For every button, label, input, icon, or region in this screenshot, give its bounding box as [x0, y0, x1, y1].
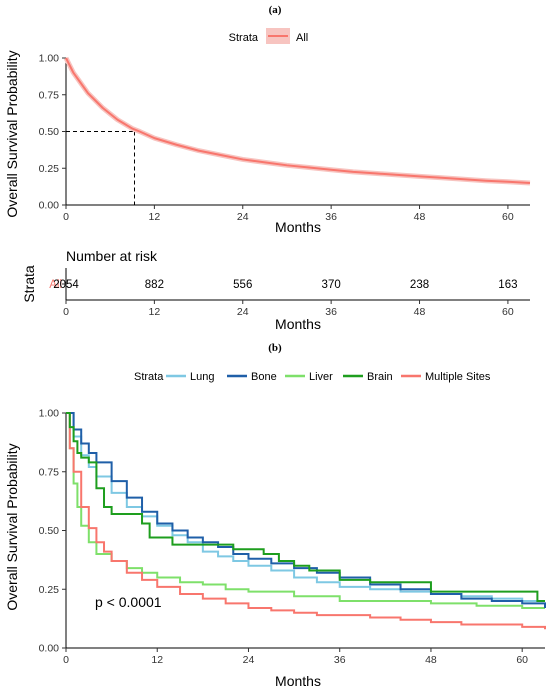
panel-a-x-tick-label: 24 [237, 211, 249, 223]
panel-b-y-tick-label: 0.75 [39, 466, 60, 478]
panel-b-y-tick-label: 0.00 [39, 643, 60, 655]
risk-table-value: 556 [233, 279, 252, 291]
panel-a-legend: Strata All [229, 28, 308, 44]
panel-b-y-tick-label: 0.25 [39, 584, 60, 596]
panel-a-label: (a) [269, 4, 282, 16]
panel-b-legend: Strata Lung Bone Liver Brain Multiple Sites [134, 371, 491, 383]
panel-a-axes: 0 12 24 36 48 60 0.00 0.25 0.50 0.75 1.00 [39, 53, 530, 223]
risk-table-x-tick-label: 48 [414, 306, 426, 318]
panel-b-x-tick-label: 60 [516, 654, 528, 666]
panel-a-y-tick-label: 0.50 [39, 126, 60, 138]
panel-b-series-bone [66, 412, 546, 609]
risk-table-x-tick-label: 24 [237, 306, 249, 318]
panel-a-legend-title: Strata [229, 32, 259, 44]
panel-a-y-tick-label: 0.00 [39, 200, 60, 212]
panel-b-legend-label: Brain [367, 371, 393, 383]
panel-b-x-tick-label: 12 [151, 654, 163, 666]
panel-b-series-brain [66, 412, 545, 602]
panel-a-series [63, 56, 531, 186]
panel-b-axes: 0 12 24 36 48 60 0.00 0.25 0.50 0.75 1.00 [39, 408, 545, 666]
risk-table-x-tick-label: 60 [502, 306, 514, 318]
risk-table-title: Number at risk [66, 248, 158, 264]
panel-a-legend-label: All [296, 32, 308, 44]
panel-b-series [66, 412, 546, 630]
panel-b-x-tick-label: 0 [63, 654, 69, 666]
panel-b-legend-title: Strata [134, 371, 164, 383]
risk-table-x-tick-label: 36 [325, 306, 337, 318]
panel-b-legend-label: Lung [190, 371, 214, 383]
panel-a-x-tick-label: 48 [414, 211, 426, 223]
panel-b-y-tick-label: 0.50 [39, 525, 60, 537]
panel-a-xlabel: Months [275, 219, 321, 235]
panel-b-series-multiple-sites [66, 412, 546, 630]
panel-b-series-lung [66, 412, 545, 602]
risk-table-x-tick-label: 0 [63, 306, 69, 318]
panel-a-plot: 0 12 24 36 48 60 0.00 0.25 0.50 0.75 1.00 [39, 53, 531, 223]
panel-a-ylabel: Overall Survival Probability [4, 50, 20, 217]
panel-a-x-tick-label: 36 [325, 211, 337, 223]
panel-b-xlabel: Months [275, 673, 321, 689]
risk-table-values: 2054 882 556 370 238 163 [53, 279, 517, 291]
panel-a-series-all-ci [63, 56, 531, 186]
panel-a-series-all [65, 57, 531, 184]
risk-table-row-label: All [49, 279, 62, 291]
panel-b-label: (b) [268, 342, 282, 354]
panel-a-x-tick-label: 0 [63, 211, 69, 223]
panel-a-x-tick-label: 12 [149, 211, 161, 223]
risk-table: Number at risk Strata All 2054 882 556 370 2… [21, 248, 530, 332]
panel-a-y-tick-label: 0.25 [39, 163, 60, 175]
panel-a-y-tick-label: 0.75 [39, 89, 60, 101]
panel-b-y-tick-label: 1.00 [39, 408, 60, 420]
risk-table-value: 370 [322, 279, 341, 291]
panel-b-plot: 0 12 24 36 48 60 0.00 0.25 0.50 0.75 1.00 [39, 408, 546, 666]
panel-b-x-tick-label: 36 [334, 654, 346, 666]
panel-a-y-tick-label: 1.00 [39, 53, 60, 65]
panel-b-legend-label: Multiple Sites [425, 371, 491, 383]
risk-table-value: 882 [145, 279, 164, 291]
risk-table-axis: 0 12 24 36 48 60 [62, 268, 530, 318]
risk-table-value: 163 [498, 279, 517, 291]
panel-b-legend-label: Liver [309, 371, 333, 383]
risk-table-ylabel: Strata [21, 265, 37, 303]
panel-a-x-tick-label: 60 [502, 211, 514, 223]
p-value-annotation: p < 0.0001 [95, 594, 162, 610]
panel-b-series-liver [66, 412, 545, 610]
risk-table-xlabel: Months [275, 316, 321, 332]
panel-b-ylabel: Overall Survival Probability [4, 443, 20, 610]
panel-b-legend-label: Bone [251, 371, 277, 383]
risk-table-value: 238 [410, 279, 429, 291]
panel-b-x-tick-label: 48 [425, 654, 437, 666]
panel-b-x-tick-label: 24 [243, 654, 255, 666]
risk-table-x-tick-label: 12 [149, 306, 161, 318]
